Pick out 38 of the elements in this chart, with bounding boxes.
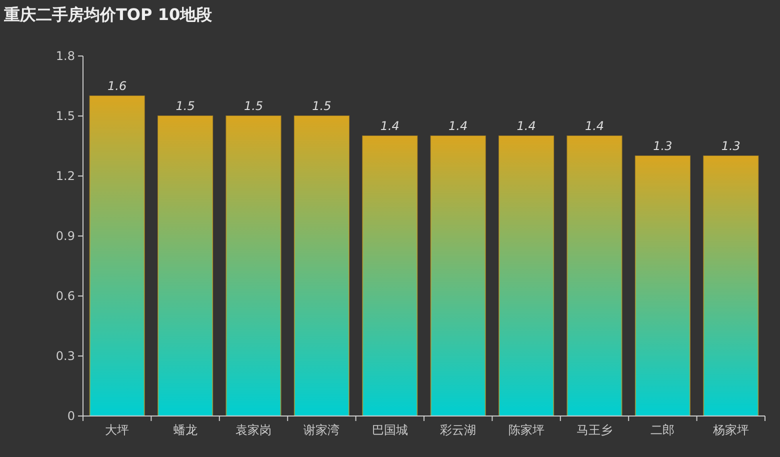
data-label: 1.4 — [448, 119, 468, 133]
bar — [294, 116, 350, 416]
y-tick-label: 1.2 — [56, 169, 75, 184]
y-tick-label: 1.5 — [56, 109, 75, 124]
x-tick-label: 谢家湾 — [304, 423, 340, 437]
data-label: 1.4 — [584, 119, 604, 133]
y-tick-label: 1.8 — [56, 49, 75, 64]
x-tick-label: 袁家岗 — [236, 423, 272, 437]
bar — [634, 156, 690, 416]
bar — [226, 116, 282, 416]
data-label: 1.5 — [176, 99, 195, 113]
x-tick-label: 巴国城 — [372, 423, 408, 437]
bar — [703, 156, 759, 416]
x-tick-label: 彩云湖 — [440, 423, 476, 437]
x-tick-label: 陈家坪 — [508, 423, 544, 437]
chart-title: 重庆二手房均价TOP 10地段 — [3, 5, 214, 24]
data-label: 1.3 — [653, 139, 672, 153]
x-tick-label: 杨家坪 — [712, 423, 749, 437]
bar — [566, 136, 622, 416]
y-tick-label: 0.9 — [56, 229, 75, 244]
x-tick-label: 二郎 — [650, 423, 675, 437]
data-label: 1.4 — [380, 119, 400, 133]
data-label: 1.5 — [244, 99, 264, 113]
bar — [498, 136, 554, 416]
data-label: 1.3 — [721, 139, 740, 153]
x-tick-label: 大坪 — [105, 423, 130, 437]
y-tick-label: 0 — [67, 409, 75, 424]
bar — [430, 136, 486, 416]
data-label: 1.5 — [312, 99, 332, 113]
x-tick-label: 马王乡 — [576, 423, 612, 437]
data-label: 1.4 — [516, 119, 536, 133]
y-tick-label: 0.6 — [56, 289, 75, 304]
x-tick-label: 蟠龙 — [173, 423, 198, 437]
bar — [362, 136, 418, 416]
y-tick-label: 0.3 — [56, 349, 75, 364]
bar — [89, 96, 145, 416]
data-label: 1.6 — [108, 79, 127, 93]
bar — [158, 116, 214, 416]
